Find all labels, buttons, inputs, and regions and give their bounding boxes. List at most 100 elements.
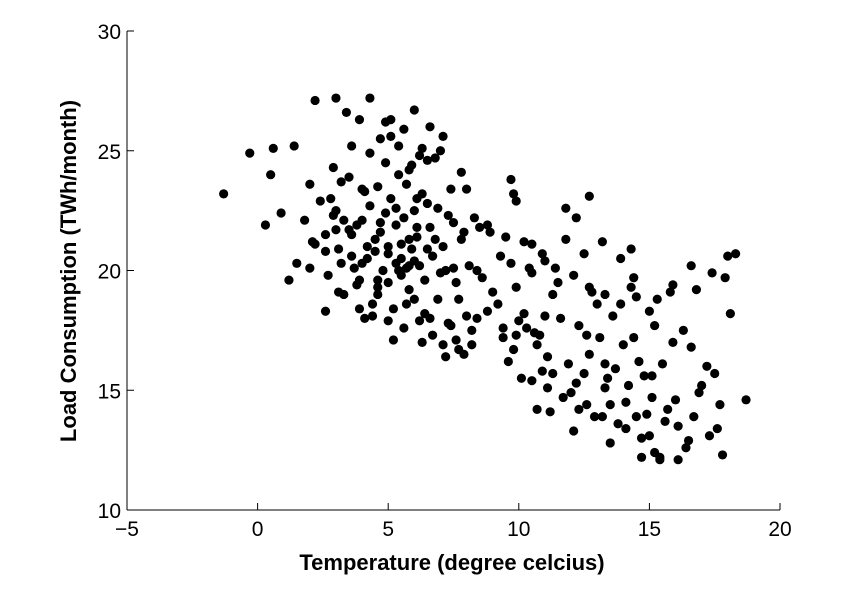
data-point [383,241,393,252]
data-point [527,239,537,249]
data-point [394,170,404,180]
data-point [678,325,688,335]
data-point [712,423,722,434]
data-point [527,268,537,278]
data-point [456,167,466,177]
data-point [626,282,636,292]
x-tick-label: 5 [382,518,394,541]
data-point [616,299,626,309]
y-tick-label: 20 [98,261,121,284]
data-point [360,313,370,323]
data-point [647,392,657,403]
data-point [652,294,662,304]
data-point [605,438,615,448]
data-point [686,342,696,352]
data-point [571,378,581,388]
data-point [603,373,613,383]
data-point [482,306,493,316]
data-point [527,376,537,386]
data-point [495,251,506,261]
data-point [461,311,472,321]
data-point [380,208,391,218]
data-point [553,277,563,288]
data-point [333,244,344,254]
data-point [597,237,607,247]
data-point [399,213,409,223]
data-point [370,246,380,256]
data-point [373,182,383,192]
data-point [597,411,607,422]
data-point [506,258,516,268]
data-point [582,400,592,410]
data-point [542,352,553,362]
data-point [344,172,354,182]
data-point [665,287,675,297]
data-point [375,227,385,237]
data-point [475,222,485,232]
data-point [621,397,631,407]
data-point [417,337,427,347]
data-point [673,455,683,465]
data-point [516,373,527,383]
data-point [388,304,399,314]
data-point [537,249,547,259]
data-point [360,186,370,197]
data-point [657,359,668,369]
data-point [430,153,440,163]
data-point [443,210,453,221]
data-point [644,431,655,441]
data-point [454,294,464,304]
data-point [569,426,579,436]
data-point [409,105,419,115]
data-point [347,141,357,151]
data-point [404,285,414,295]
data-point [482,220,493,230]
data-point [373,282,383,292]
data-point [629,332,639,343]
data-point [461,184,472,194]
data-point [616,253,626,264]
plot-axes: −5 0 5 10 15 20 10 15 20 25 30 [98,21,792,541]
data-point [422,155,432,165]
data-point [467,325,477,335]
data-point [383,249,393,259]
data-point [386,131,396,141]
data-point [268,143,278,153]
data-point [618,340,628,350]
data-point [464,261,474,271]
data-point [555,313,566,323]
data-point [710,368,720,379]
data-point [561,203,571,213]
data-point [511,282,521,292]
data-point [388,335,399,345]
data-point [634,356,644,367]
data-point [595,332,605,343]
data-point [579,368,589,379]
x-axis-label: Temperature (degree celcius) [299,550,604,575]
data-point [629,273,639,283]
data-point [399,323,409,333]
data-point [375,218,385,228]
data-point [537,366,547,376]
data-point [454,344,464,355]
data-point [391,203,401,213]
data-point [459,227,469,237]
data-point [331,225,341,235]
axis-labels: Temperature (degree celcius) Load Consum… [56,100,605,575]
data-point [305,263,315,273]
data-point [639,371,649,381]
data-point [331,206,341,216]
data-point [584,349,594,359]
data-point [407,244,417,254]
data-point [357,258,367,268]
data-point [378,265,388,276]
data-point [367,311,378,321]
data-point [336,177,346,187]
data-point [558,392,568,403]
data-point [508,344,519,355]
data-point [245,148,255,158]
data-point [626,244,636,254]
data-point [383,316,393,326]
data-point [367,299,378,309]
data-point [441,265,451,276]
